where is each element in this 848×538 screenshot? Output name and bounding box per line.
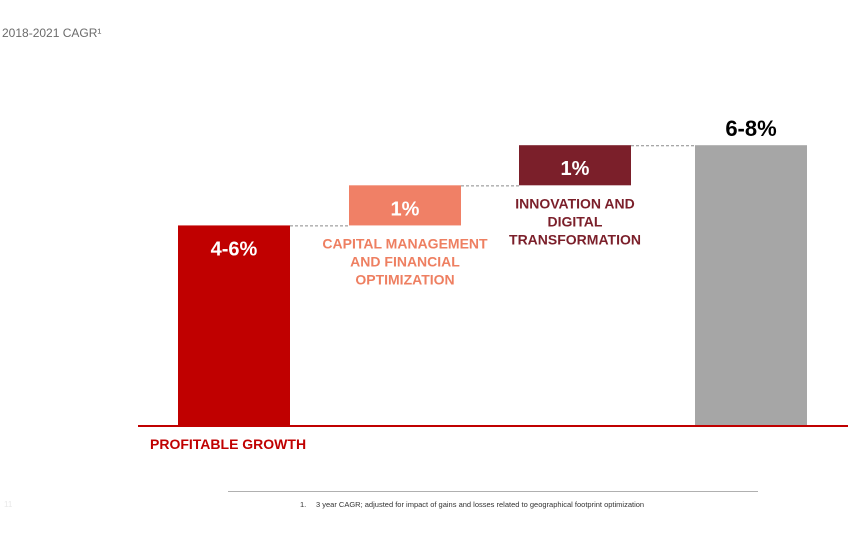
bars — [178, 145, 807, 426]
value-label-profitable-growth: 4-6% — [211, 238, 258, 260]
footnote-text: 3 year CAGR; adjusted for impact of gain… — [316, 500, 645, 509]
chart-subtitle: 2018-2021 CAGR¹ — [2, 26, 102, 40]
bar-innovation-digital — [519, 145, 631, 186]
category-label-capital-management: CAPITAL MANAGEMENT AND FINANCIAL OPTIMIZAT… — [322, 235, 488, 287]
category-label-line: TRANSFORMATION — [509, 231, 641, 247]
footnote-number: 1. — [300, 500, 307, 509]
category-label-line: DIGITAL — [548, 213, 603, 229]
connector-lines — [290, 145, 695, 227]
value-label-innovation-digital: 1% — [561, 158, 590, 180]
footnote-divider — [228, 491, 758, 492]
bar-total — [695, 145, 807, 426]
bar-profitable-growth — [178, 225, 290, 426]
footnote: 1. 3 year CAGR; adjusted for impact of ga… — [300, 500, 644, 509]
labels: 4-6% PROFITABLE GROWTH 1% CAPITAL MANAGEMEN… — [150, 116, 777, 452]
category-label-line: AND FINANCIAL — [350, 253, 460, 269]
value-label-capital-management: 1% — [391, 198, 420, 220]
category-label-line: OPTIMIZATION — [355, 271, 454, 287]
category-label-line: INNOVATION AND — [515, 195, 635, 211]
page-number: 11 — [4, 500, 13, 509]
waterfall-chart: 4-6% PROFITABLE GROWTH 1% CAPITAL MANAGEMEN… — [138, 116, 848, 452]
bar-capital-management — [349, 185, 461, 226]
category-label-innovation-digital: INNOVATION AND DIGITAL TRANSFORMATION — [509, 195, 641, 247]
value-label-total: 6-8% — [725, 116, 776, 141]
category-label-profitable-growth: PROFITABLE GROWTH — [150, 436, 306, 452]
category-label-line: CAPITAL MANAGEMENT — [322, 235, 488, 251]
